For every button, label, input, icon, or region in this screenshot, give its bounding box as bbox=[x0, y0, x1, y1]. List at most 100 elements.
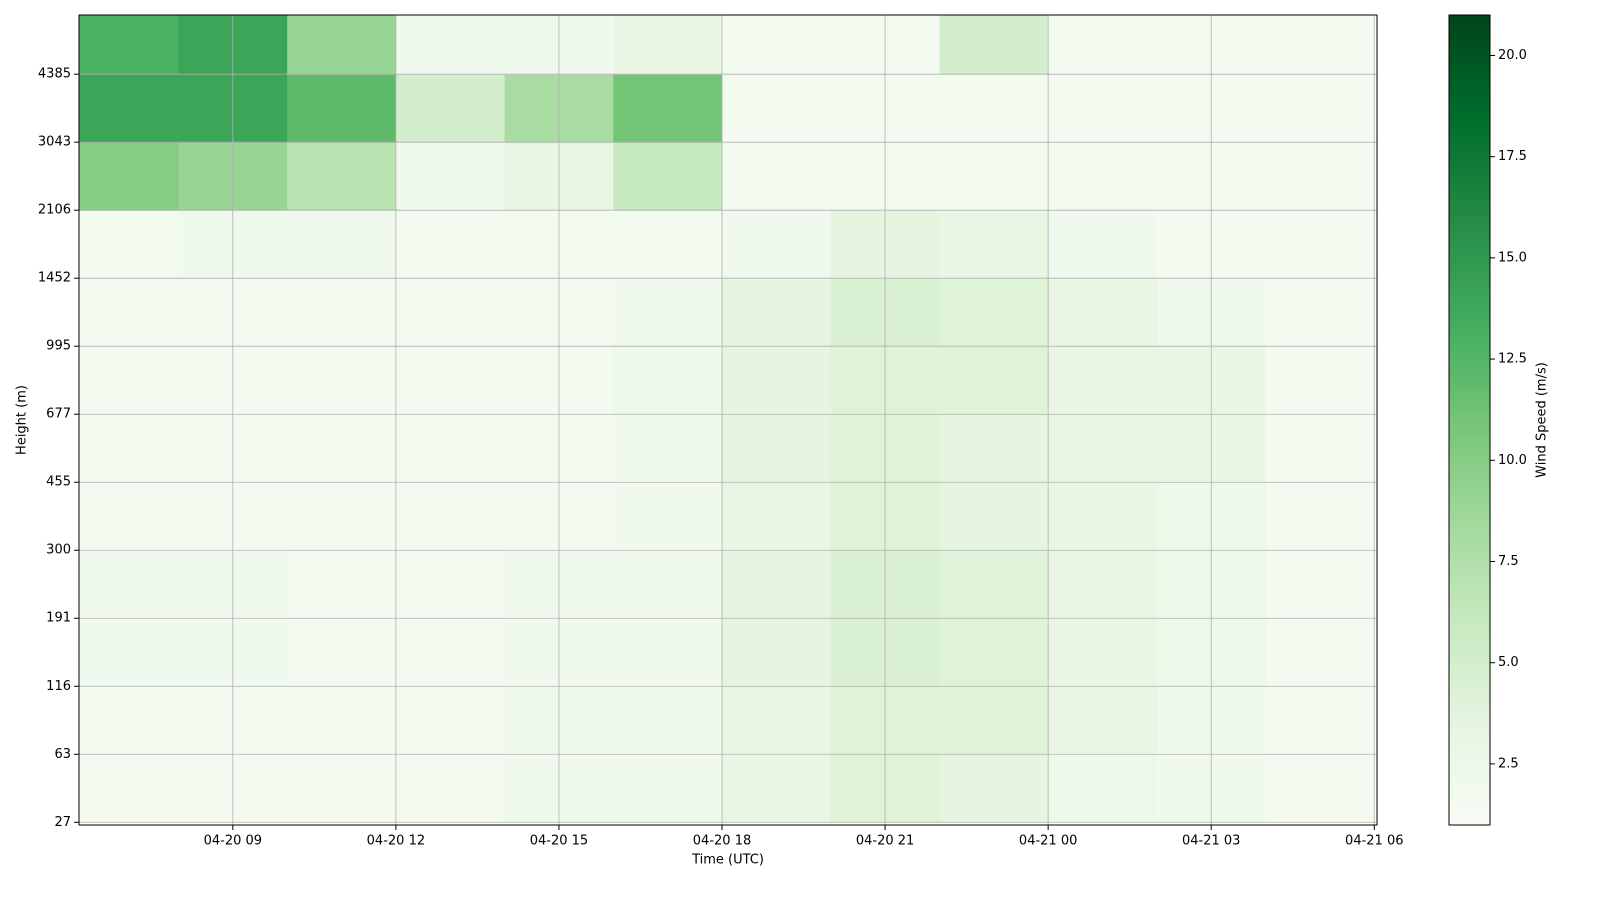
heat-cell bbox=[395, 618, 506, 687]
heat-cell bbox=[1048, 414, 1158, 483]
heat-cell bbox=[287, 550, 397, 619]
colorbar-label: Wind Speed (m/s) bbox=[1535, 362, 1550, 478]
colorbar-tick-label: 15.0 bbox=[1498, 250, 1527, 265]
heat-cell bbox=[1265, 210, 1375, 279]
y-tick-label: 455 bbox=[46, 475, 71, 490]
heat-cell bbox=[79, 414, 179, 483]
heat-cell bbox=[1265, 482, 1375, 551]
heat-cell bbox=[722, 346, 832, 415]
y-tick-label: 63 bbox=[54, 747, 71, 762]
heat-cell bbox=[939, 278, 1049, 347]
heat-cell bbox=[1048, 74, 1158, 143]
heat-cell bbox=[395, 210, 506, 279]
x-axis-label: Time (UTC) bbox=[691, 853, 764, 868]
heat-cell bbox=[722, 278, 832, 347]
heat-cell bbox=[613, 414, 723, 483]
y-tick-label: 191 bbox=[46, 611, 71, 626]
x-tick-label: 04-20 18 bbox=[693, 834, 751, 849]
x-tick-label: 04-21 06 bbox=[1345, 834, 1403, 849]
heat-cell bbox=[1048, 142, 1158, 211]
heat-cell bbox=[1265, 550, 1375, 619]
y-tick-label: 4385 bbox=[38, 67, 71, 82]
colorbar-tick-label: 12.5 bbox=[1498, 352, 1527, 367]
heat-cell bbox=[722, 414, 832, 483]
heat-cell bbox=[395, 482, 506, 551]
x-tick-label: 04-20 21 bbox=[856, 834, 914, 849]
heat-cell bbox=[613, 142, 723, 211]
heat-cell bbox=[79, 686, 179, 755]
heat-cell bbox=[1265, 278, 1375, 347]
heat-cell bbox=[613, 686, 723, 755]
heat-cell bbox=[395, 550, 506, 619]
colorbar-tick-label: 2.5 bbox=[1498, 756, 1519, 771]
heat-cell bbox=[287, 618, 397, 687]
heat-cell bbox=[939, 210, 1049, 279]
heat-cell bbox=[79, 15, 179, 75]
x-tick-label: 04-20 15 bbox=[530, 834, 588, 849]
x-tick-label: 04-21 03 bbox=[1182, 834, 1240, 849]
heat-cell bbox=[395, 142, 506, 211]
heat-cell bbox=[79, 210, 179, 279]
y-tick-label: 677 bbox=[46, 407, 71, 422]
heat-cell bbox=[79, 550, 179, 619]
heat-cell bbox=[287, 74, 397, 143]
heat-cell bbox=[395, 74, 506, 143]
heat-cell bbox=[613, 754, 723, 823]
heat-cell bbox=[722, 618, 832, 687]
heat-cell bbox=[939, 754, 1049, 823]
heat-cell bbox=[939, 142, 1049, 211]
heat-cell bbox=[613, 74, 723, 143]
y-axis-label: Height (m) bbox=[15, 385, 30, 455]
y-tick-label: 27 bbox=[54, 815, 71, 830]
heat-cell bbox=[287, 754, 397, 823]
heat-cell bbox=[287, 142, 397, 211]
heat-cell bbox=[395, 414, 506, 483]
heat-cell bbox=[395, 686, 506, 755]
heat-cell bbox=[613, 210, 723, 279]
heat-cell bbox=[287, 210, 397, 279]
heat-cell bbox=[939, 686, 1049, 755]
y-tick-label: 3043 bbox=[38, 135, 71, 150]
colorbar-tick-label: 17.5 bbox=[1498, 149, 1527, 164]
heat-cell bbox=[722, 482, 832, 551]
heat-cell bbox=[722, 210, 832, 279]
heat-cell bbox=[1265, 346, 1375, 415]
heat-cell bbox=[722, 686, 832, 755]
heat-cell bbox=[395, 754, 506, 823]
heat-cell bbox=[79, 482, 179, 551]
heat-cell bbox=[939, 618, 1049, 687]
colorbar-tick-label: 20.0 bbox=[1498, 48, 1527, 63]
colorbar-tick-label: 5.0 bbox=[1498, 655, 1519, 670]
heat-cell bbox=[1048, 686, 1158, 755]
heat-cell bbox=[287, 15, 397, 75]
heat-cell bbox=[1048, 278, 1158, 347]
heat-cell bbox=[287, 414, 397, 483]
heat-cell bbox=[1265, 618, 1375, 687]
heat-cell bbox=[79, 618, 179, 687]
heat-cell bbox=[613, 550, 723, 619]
heat-cell bbox=[613, 278, 723, 347]
heat-cell bbox=[722, 15, 832, 75]
heat-cell bbox=[722, 550, 832, 619]
heat-cell bbox=[395, 15, 506, 75]
y-tick-label: 300 bbox=[46, 543, 71, 558]
heat-cell bbox=[79, 142, 179, 211]
heat-cell bbox=[1265, 754, 1375, 823]
heat-cell bbox=[613, 15, 723, 75]
x-tick-label: 04-21 00 bbox=[1019, 834, 1077, 849]
heat-cell bbox=[79, 346, 179, 415]
heat-cell bbox=[613, 482, 723, 551]
heat-cell bbox=[1048, 550, 1158, 619]
heat-cell bbox=[939, 74, 1049, 143]
heat-cell bbox=[1048, 210, 1158, 279]
colorbar-tick-label: 7.5 bbox=[1498, 554, 1519, 569]
heat-cell bbox=[79, 754, 179, 823]
heat-cell bbox=[1265, 74, 1375, 143]
y-tick-label: 2106 bbox=[38, 203, 71, 218]
heat-cell bbox=[722, 74, 832, 143]
heat-cell bbox=[939, 482, 1049, 551]
heat-cell bbox=[395, 346, 506, 415]
heat-cell bbox=[1048, 754, 1158, 823]
plot-frame bbox=[78, 14, 1378, 826]
